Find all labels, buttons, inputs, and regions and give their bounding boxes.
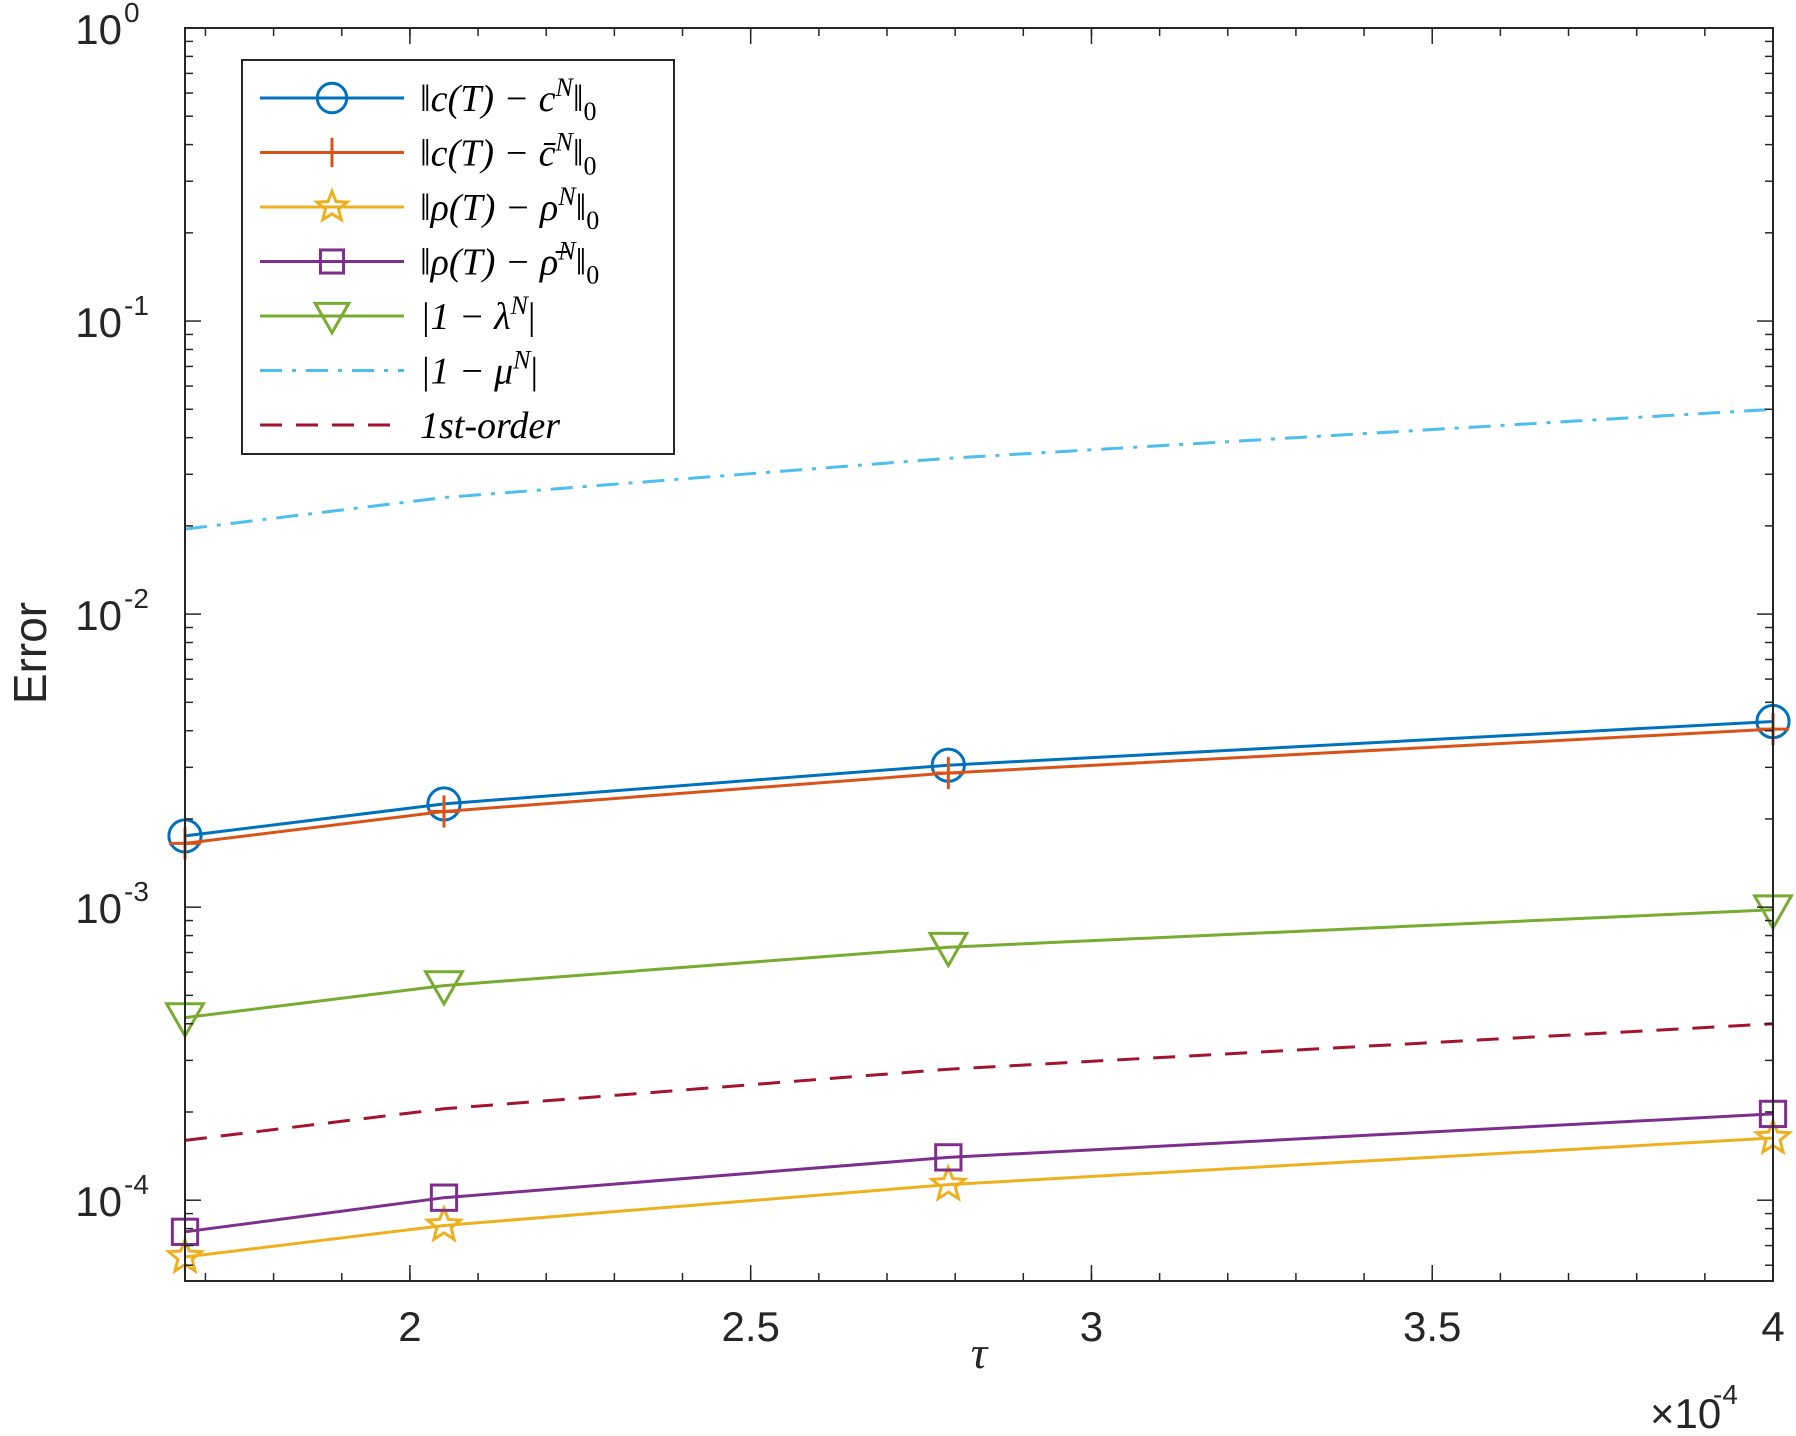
triangle-down-marker: [423, 970, 465, 1007]
x-tick-label: 3.5: [1403, 1303, 1461, 1350]
x-tick-label: 2: [398, 1303, 421, 1350]
series-line: [184, 407, 1774, 531]
legend-label: ‖c(T) − c̄N‖0: [420, 128, 597, 181]
y-tick-label-base: 10: [75, 299, 122, 346]
legend-entry: |1 − λN|: [260, 291, 536, 338]
x-multiplier-base: ×10: [1650, 1390, 1721, 1436]
legend: ‖c(T) − cN‖0‖c(T) − c̄N‖0‖ρ(T) − ρN‖0‖ρ(…: [241, 59, 675, 455]
x-tick-label: 4: [1761, 1303, 1784, 1350]
legend-label: |1 − λN|: [420, 291, 536, 338]
x-tick-label: 3: [1080, 1303, 1103, 1350]
legend-box: [241, 59, 675, 455]
y-tick-label-base: 10: [75, 6, 122, 53]
y-tick-label-base: 10: [75, 1178, 122, 1225]
series-line: [184, 720, 1774, 838]
series-line: [184, 727, 1774, 845]
y-tick-label: 10 -4: [75, 1169, 149, 1225]
y-tick-label-base: 10: [75, 592, 122, 639]
series-line: [184, 1022, 1774, 1142]
plus-marker: [427, 795, 461, 828]
plus-marker: [317, 137, 347, 168]
x-axis-multiplier: ×10 -4: [1650, 1379, 1738, 1436]
legend-entry: ‖c(T) − c̄N‖0: [260, 128, 597, 181]
triangle-down-marker: [927, 931, 970, 969]
legend-entry: 1st-order: [260, 405, 560, 447]
series-line: [184, 908, 1774, 1020]
legend-label: ‖ρ(T) − ρ̄N‖0: [420, 237, 599, 290]
plot-frame: [184, 27, 1774, 1282]
series-line: [184, 1136, 1774, 1259]
legend-label: |1 − μN|: [420, 346, 538, 393]
y-tick-label-exponent: -2: [124, 583, 149, 614]
x-multiplier-exponent: -4: [1713, 1379, 1738, 1410]
series-line: [184, 1112, 1774, 1234]
legend-entry: ‖ρ(T) − ρN‖0: [260, 182, 599, 235]
circle-marker: [315, 81, 349, 115]
legend-label: 1st-order: [420, 405, 560, 447]
x-tick-label: 2.5: [721, 1303, 779, 1350]
star-marker: [423, 1204, 465, 1243]
square-marker: [934, 1143, 963, 1172]
legend-entry: ‖c(T) − cN‖0: [260, 73, 597, 126]
legend-label: ‖c(T) − cN‖0: [420, 73, 597, 126]
y-tick-label-exponent: -3: [124, 876, 149, 907]
y-axis-title: Error: [4, 602, 56, 704]
y-tick-label-exponent: 0: [124, 0, 140, 28]
square-marker: [318, 248, 346, 275]
y-tick-label: 10 0: [75, 0, 139, 53]
y-tick-label: 10 -1: [75, 290, 149, 346]
legend-entry: |1 − μN|: [260, 346, 538, 393]
y-tick-label-exponent: -1: [124, 290, 149, 321]
x-axis-title: τ: [971, 1327, 989, 1378]
plus-marker: [932, 756, 965, 790]
series-|1 − μ^N|: [184, 407, 1774, 531]
series-1st-order: [184, 1022, 1774, 1142]
square-marker: [429, 1183, 459, 1212]
star-marker: [928, 1163, 969, 1202]
legend-entry: ‖ρ(T) − ρ̄N‖0: [260, 237, 599, 290]
y-tick-label: 10 -3: [75, 876, 149, 932]
legend-label: ‖ρ(T) − ρN‖0: [420, 182, 599, 235]
y-tick-label-base: 10: [75, 885, 122, 932]
y-tick-label-exponent: -4: [124, 1169, 149, 1200]
triangle-down-marker: [312, 301, 352, 336]
y-tick-label: 10 -2: [75, 583, 149, 639]
star-marker: [313, 187, 351, 224]
